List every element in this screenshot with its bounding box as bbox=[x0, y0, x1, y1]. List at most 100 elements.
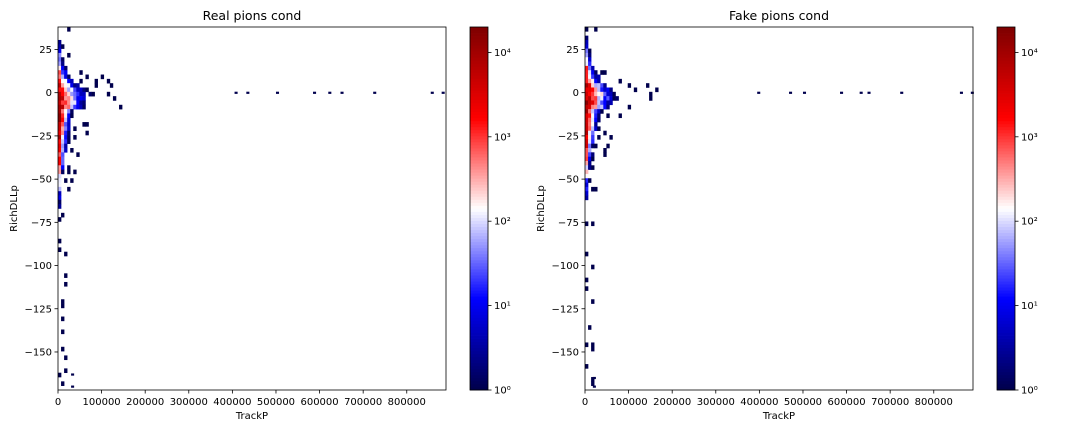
heatmap-cell bbox=[588, 160, 592, 166]
heatmap-cell bbox=[61, 135, 65, 140]
heatmap-cell bbox=[591, 70, 595, 75]
chart-title: Real pions cond bbox=[203, 8, 302, 23]
heatmap-cell bbox=[600, 100, 604, 106]
colorbar-segment bbox=[470, 365, 488, 370]
heatmap-cell bbox=[82, 122, 86, 127]
colorbar-segment bbox=[997, 181, 1015, 185]
colorbar-segment bbox=[997, 184, 1015, 188]
plot-frame bbox=[57, 26, 447, 391]
heatmap-cell bbox=[71, 385, 75, 388]
colorbar-segment bbox=[470, 172, 488, 176]
colorbar-segment bbox=[470, 166, 488, 170]
heatmap-cell bbox=[73, 169, 77, 175]
colorbar-segment bbox=[470, 54, 488, 58]
heatmap-cell bbox=[58, 165, 62, 170]
heatmap-cell bbox=[91, 91, 95, 97]
colorbar-segment bbox=[997, 247, 1015, 252]
y-tick-label: 0 bbox=[573, 88, 579, 99]
colorbar-segment bbox=[997, 235, 1015, 240]
colorbar-tick-label: 10⁴ bbox=[1021, 48, 1038, 59]
heatmap-cell bbox=[73, 83, 77, 88]
colorbar-segment bbox=[470, 36, 488, 40]
colorbar-frame bbox=[996, 26, 1016, 391]
heatmap-cell bbox=[588, 104, 592, 110]
heatmap-cell bbox=[627, 104, 632, 110]
heatmap-cell bbox=[591, 91, 595, 97]
colorbar-segment bbox=[997, 148, 1015, 152]
colorbar-segment bbox=[997, 132, 1015, 137]
colorbar: 10⁰ 10¹ 10² 10³ 10⁴ bbox=[469, 26, 511, 397]
colorbar-segment bbox=[470, 368, 488, 373]
colorbar-segment bbox=[997, 172, 1015, 176]
heatmap-cell bbox=[82, 96, 86, 101]
heatmap-cell bbox=[585, 39, 589, 45]
heatmap-cell bbox=[591, 109, 595, 114]
heatmap-cell bbox=[67, 74, 71, 80]
heatmap-cell bbox=[85, 130, 89, 136]
colorbar-segment bbox=[997, 314, 1015, 318]
colorbar-segment bbox=[997, 371, 1015, 376]
colorbar-segment bbox=[997, 105, 1015, 110]
colorbar-segment bbox=[470, 138, 488, 143]
colorbar-segment bbox=[470, 332, 488, 336]
heatmap-cell bbox=[64, 148, 68, 153]
colorbar-segment bbox=[470, 144, 488, 149]
colorbar-tick-label: 10² bbox=[1021, 217, 1038, 228]
colorbar-segment bbox=[470, 205, 488, 209]
heatmap-cell bbox=[594, 126, 598, 132]
heatmap-cell bbox=[585, 65, 589, 71]
heatmap-cell bbox=[340, 91, 344, 94]
colorbar-frame bbox=[469, 26, 489, 391]
heatmap-cell bbox=[591, 87, 595, 93]
heatmap-cell bbox=[588, 70, 592, 75]
colorbar-segment bbox=[997, 220, 1015, 225]
heatmap-cell bbox=[64, 117, 68, 123]
colorbar-segment bbox=[997, 380, 1015, 385]
heatmap-cell bbox=[600, 87, 604, 93]
colorbar-segment bbox=[470, 269, 488, 273]
colorbar-segment bbox=[470, 353, 488, 358]
colorbar-segment bbox=[470, 108, 488, 113]
heatmap-cell bbox=[588, 122, 592, 127]
heatmap-cell bbox=[597, 117, 601, 123]
colorbar-segment bbox=[470, 235, 488, 240]
heatmap-cell bbox=[603, 152, 607, 157]
heatmap-cell bbox=[58, 61, 62, 67]
colorbar-segment bbox=[470, 148, 488, 152]
heatmap-cell bbox=[76, 87, 80, 93]
colorbar-segment bbox=[470, 232, 488, 237]
heatmap-cell bbox=[600, 91, 604, 97]
heatmap-cell bbox=[67, 87, 71, 93]
x-axis-label: TrackP bbox=[235, 411, 268, 422]
heatmap-cell bbox=[58, 238, 62, 244]
heatmap-cell bbox=[88, 91, 92, 97]
heatmap-cell bbox=[585, 160, 589, 166]
heatmap-cell bbox=[82, 91, 86, 97]
heatmap-cell bbox=[585, 130, 589, 136]
heatmap-cell bbox=[585, 78, 589, 84]
colorbar-segment bbox=[997, 117, 1015, 122]
heatmap-cell bbox=[67, 104, 71, 110]
colorbar-segment bbox=[470, 296, 488, 300]
heatmap-cell bbox=[58, 178, 62, 183]
heatmap-cell bbox=[100, 74, 105, 80]
heatmap-cell bbox=[61, 122, 65, 127]
heatmap-cell bbox=[61, 160, 65, 166]
colorbar-segment bbox=[470, 241, 488, 246]
heatmap-cell bbox=[67, 100, 71, 106]
heatmap-cell bbox=[588, 109, 592, 114]
heatmap-cell bbox=[70, 109, 74, 114]
colorbar-segment bbox=[470, 48, 488, 52]
colorbar-segment bbox=[470, 244, 488, 249]
heatmap-cell bbox=[600, 109, 604, 114]
heatmap-cell bbox=[76, 100, 80, 106]
heatmap-cell bbox=[606, 91, 610, 97]
heatmap-cell bbox=[61, 130, 65, 136]
heatmap-cell bbox=[585, 122, 589, 127]
colorbar-segment bbox=[997, 199, 1015, 203]
colorbar-segment bbox=[997, 151, 1015, 155]
colorbar-segment bbox=[997, 27, 1015, 31]
heatmap-cell bbox=[585, 286, 589, 291]
heatmap-cell bbox=[58, 48, 62, 54]
heatmap-cell bbox=[606, 96, 610, 101]
